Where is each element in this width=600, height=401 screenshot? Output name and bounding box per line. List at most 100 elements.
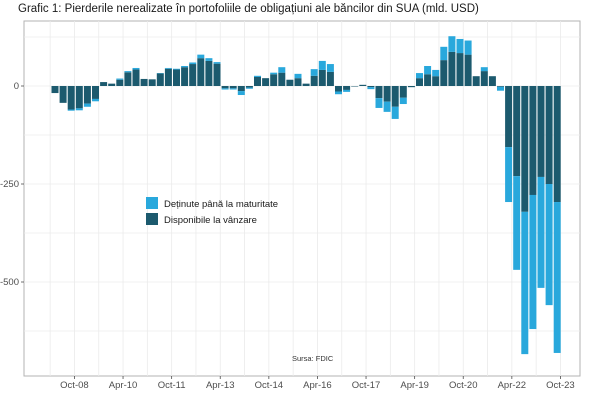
- bar-htm: [456, 38, 464, 54]
- bar-afs: [375, 86, 383, 99]
- bar-afs: [124, 72, 132, 86]
- x-tick-label: Apr-22: [498, 380, 527, 391]
- bar-afs: [456, 53, 464, 86]
- bar-afs: [432, 76, 440, 86]
- bar-htm: [278, 67, 286, 73]
- bar-afs: [254, 76, 261, 86]
- bar-afs: [67, 86, 75, 110]
- bar-afs: [51, 86, 59, 94]
- bar-afs: [351, 86, 359, 87]
- bar-afs: [407, 86, 415, 88]
- bar-htm: [367, 87, 375, 90]
- bar-htm: [116, 78, 124, 80]
- bar-htm: [521, 211, 529, 355]
- bar-htm: [270, 72, 278, 75]
- x-tick-label: Oct-14: [255, 380, 284, 391]
- bar-htm: [181, 66, 189, 68]
- bar-htm: [164, 67, 172, 69]
- bar-htm: [83, 103, 91, 107]
- bar-htm: [505, 147, 513, 203]
- bar-afs: [399, 86, 407, 98]
- bar-afs: [189, 64, 197, 86]
- legend-label-htm: Deținute până la maturitate: [164, 199, 278, 210]
- y-tick-label: 0: [14, 81, 19, 92]
- bar-afs: [164, 68, 172, 86]
- source-annotation: Sursa: FDIC: [292, 354, 334, 363]
- bar-afs: [116, 79, 124, 86]
- bar-htm: [67, 109, 75, 111]
- bar-htm: [189, 62, 197, 65]
- bar-afs: [286, 79, 294, 86]
- y-tick-label: -500: [0, 277, 19, 288]
- bar-htm: [132, 67, 140, 70]
- legend-swatch-afs: [146, 213, 158, 225]
- bar-afs: [181, 67, 189, 86]
- bars: [51, 36, 561, 355]
- x-tick-label: Apr-13: [206, 380, 235, 391]
- bar-htm: [424, 66, 432, 75]
- bar-afs: [545, 86, 553, 184]
- chart-title: Grafic 1: Pierderile nerealizate în port…: [18, 3, 479, 15]
- bar-afs: [529, 86, 537, 195]
- bar-afs: [310, 75, 318, 86]
- bar-htm: [326, 64, 334, 72]
- bar-htm: [294, 73, 302, 79]
- bar-afs: [335, 86, 342, 92]
- axes: 0 -250 -500 Oct-08 Apr-10 Oct-11 Apr-13 Oct-14 A…: [0, 81, 575, 391]
- x-tick-label: Oct-20: [449, 380, 478, 391]
- bar-afs: [367, 86, 375, 88]
- x-tick-label: Apr-19: [400, 380, 429, 391]
- bar-afs: [245, 86, 253, 88]
- x-tick-label: Oct-11: [158, 380, 186, 391]
- bar-afs: [156, 73, 164, 86]
- bar-htm: [416, 73, 423, 79]
- bar-htm: [197, 54, 205, 59]
- bar-afs: [132, 69, 140, 86]
- bar-htm: [92, 98, 99, 102]
- legend-label-afs: Disponibile la vânzare: [164, 215, 257, 226]
- bar-htm: [553, 202, 561, 353]
- bar-afs: [75, 86, 83, 109]
- bar-afs: [359, 84, 367, 86]
- bar-htm: [75, 108, 83, 111]
- bar-afs: [262, 78, 270, 86]
- bar-htm: [237, 91, 245, 96]
- bar-afs: [440, 60, 448, 86]
- bar-afs: [197, 58, 205, 86]
- bar-afs: [302, 83, 310, 86]
- bar-afs: [464, 54, 472, 86]
- bar-htm: [545, 184, 553, 306]
- plot-panel: [23, 20, 581, 377]
- x-tick-label: Oct-17: [352, 380, 381, 391]
- bar-afs: [92, 86, 99, 99]
- bar-htm: [213, 62, 221, 64]
- bar-afs: [140, 78, 148, 86]
- bar-afs: [213, 63, 221, 86]
- bar-htm: [254, 75, 261, 77]
- bar-afs: [318, 69, 326, 86]
- bar-htm: [375, 98, 383, 108]
- legend-swatch-htm: [146, 197, 158, 209]
- bar-htm: [497, 86, 504, 91]
- legend: Deținute până la maturitate Disponibile …: [146, 197, 278, 226]
- bar-htm: [391, 106, 399, 119]
- bar-afs: [448, 51, 456, 86]
- bar-afs: [237, 86, 245, 92]
- bar-htm: [448, 36, 456, 52]
- bar-afs: [472, 76, 480, 86]
- bar-afs: [229, 86, 237, 89]
- bar-htm: [440, 46, 448, 61]
- bar-htm: [513, 176, 521, 270]
- bar-afs: [383, 86, 391, 102]
- bar-afs: [480, 71, 488, 86]
- bar-htm: [432, 69, 440, 77]
- bar-afs: [537, 86, 545, 177]
- bar-htm: [383, 101, 391, 112]
- bar-htm: [229, 88, 237, 90]
- bar-htm: [537, 176, 545, 288]
- bar-afs: [505, 86, 513, 148]
- bar-afs: [100, 82, 108, 86]
- bar-htm: [221, 88, 229, 90]
- bar-afs: [270, 74, 278, 86]
